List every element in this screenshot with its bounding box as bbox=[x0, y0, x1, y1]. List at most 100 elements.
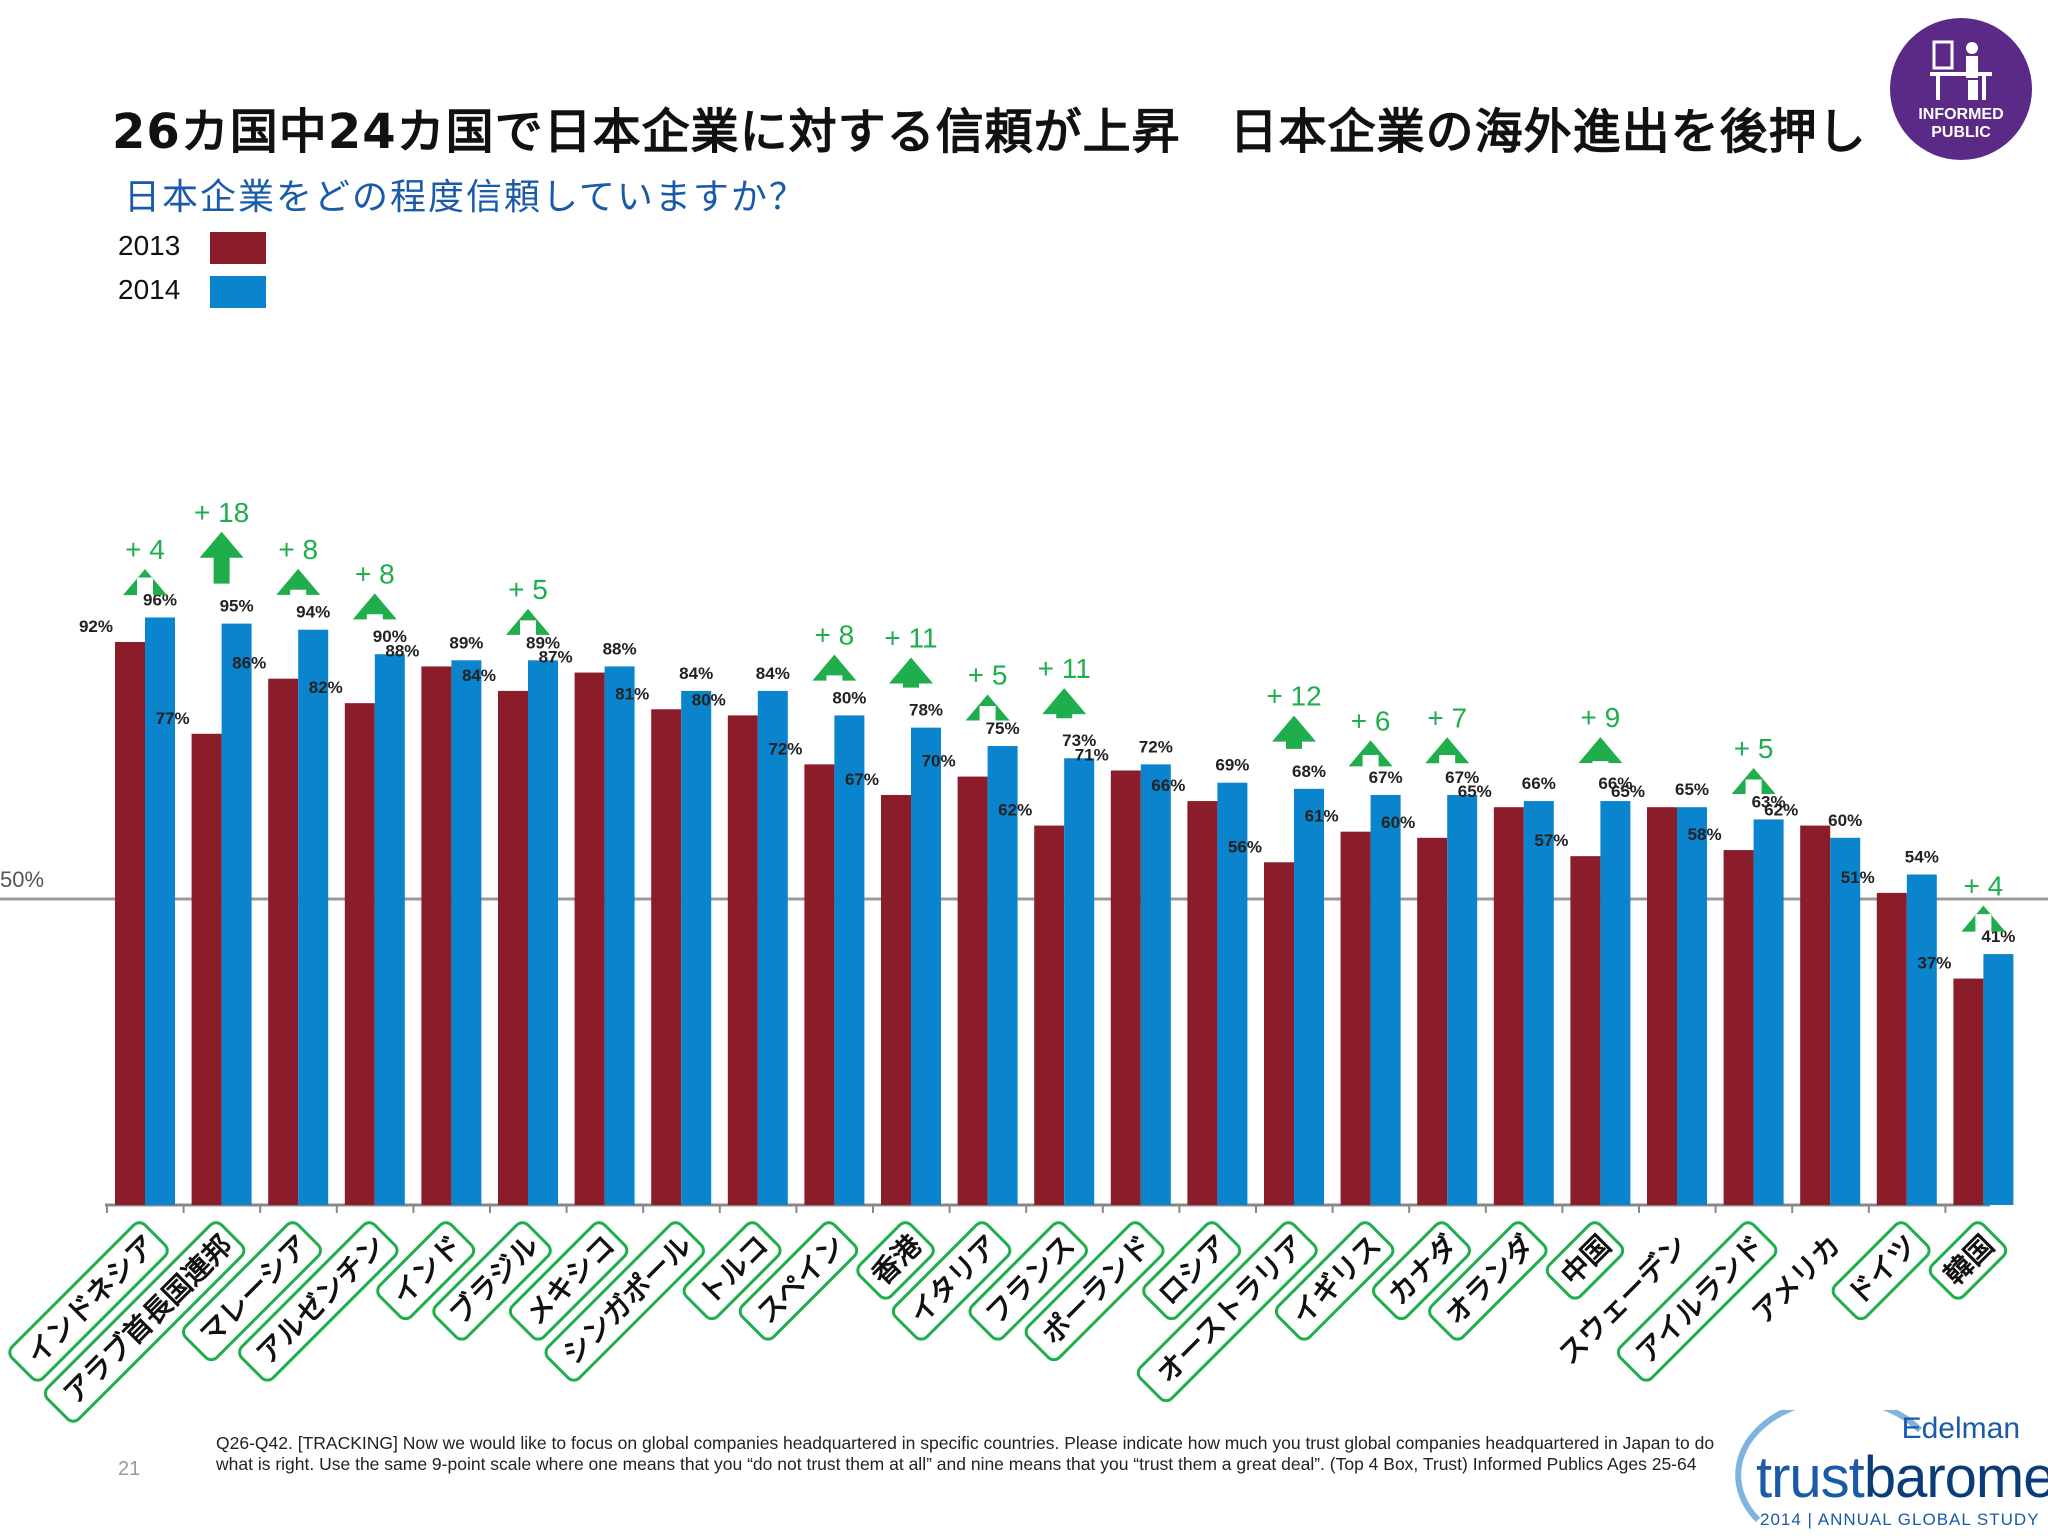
increase-label: + 5 bbox=[1734, 733, 1774, 764]
increase-arrow bbox=[1961, 905, 2006, 932]
data-label-2014: 78% bbox=[909, 701, 943, 720]
data-label-2014: 65% bbox=[1675, 780, 1709, 799]
person-at-desk-icon bbox=[1930, 40, 1992, 100]
increase-label: + 8 bbox=[815, 620, 855, 651]
category-label-frame bbox=[238, 1221, 399, 1382]
increase-label: + 9 bbox=[1581, 702, 1621, 733]
bar-2014 bbox=[221, 623, 252, 1205]
increase-arrow bbox=[506, 608, 550, 635]
bar-2014 bbox=[1906, 874, 1937, 1205]
bar-2013 bbox=[1187, 801, 1218, 1205]
category-label-group: 香港 bbox=[856, 1221, 935, 1300]
data-label-2013: 62% bbox=[1764, 801, 1798, 820]
informed-public-badge: INFORMED PUBLIC bbox=[1890, 18, 2032, 160]
category-label-frame bbox=[1428, 1221, 1548, 1341]
category-label-frame bbox=[8, 1221, 169, 1382]
category-label-frame bbox=[682, 1221, 782, 1321]
bar-2013 bbox=[1034, 825, 1065, 1205]
increase-label: + 11 bbox=[1038, 653, 1091, 684]
bar-2013 bbox=[651, 709, 682, 1205]
increase-label: + 4 bbox=[1964, 871, 2004, 902]
category-label-frame bbox=[1928, 1221, 2008, 1300]
data-label-2014: 41% bbox=[1981, 927, 2015, 946]
increase-arrow bbox=[965, 694, 1010, 721]
category-label-frame bbox=[544, 1221, 705, 1382]
data-label-2014: 90% bbox=[373, 627, 407, 646]
bar-2014 bbox=[757, 690, 788, 1205]
data-label-2013: 37% bbox=[1917, 954, 1951, 973]
data-label-2014: 66% bbox=[1598, 774, 1632, 793]
category-label-frame bbox=[508, 1221, 629, 1341]
data-label-2013: 61% bbox=[1305, 807, 1339, 826]
increase-arrow bbox=[1425, 737, 1470, 764]
bar-2013 bbox=[1417, 837, 1448, 1205]
bar-2013 bbox=[1110, 770, 1141, 1205]
data-label-2014: 89% bbox=[526, 633, 560, 652]
bar-2013 bbox=[957, 776, 988, 1205]
data-label-2013: 87% bbox=[539, 648, 573, 667]
bar-2014 bbox=[1830, 837, 1861, 1205]
bar-2013 bbox=[1723, 850, 1754, 1205]
increase-arrow bbox=[199, 531, 244, 584]
bar-2013 bbox=[268, 678, 299, 1205]
bar-2014 bbox=[681, 690, 712, 1205]
data-label-2013: 58% bbox=[1688, 825, 1722, 844]
bar-2014 bbox=[451, 660, 482, 1205]
category-label-group: ドイツ bbox=[1831, 1221, 1931, 1321]
data-label-2013: 80% bbox=[692, 690, 726, 709]
data-label-2014: 67% bbox=[1445, 768, 1479, 787]
page-subtitle: 日本企業をどの程度信頼していますか？ bbox=[124, 177, 807, 218]
increase-arrow bbox=[352, 593, 397, 620]
increase-arrow bbox=[1042, 688, 1087, 719]
data-label-2013: 70% bbox=[922, 752, 956, 771]
bar-2014 bbox=[1294, 788, 1324, 1205]
bar-2013 bbox=[191, 733, 222, 1205]
logo-product-light: trust bbox=[1756, 1445, 1865, 1510]
bar-2014 bbox=[987, 746, 1018, 1205]
category-label-frame bbox=[1372, 1221, 1471, 1321]
legend-label: 2014 bbox=[118, 274, 181, 305]
data-label-2013: 57% bbox=[1534, 831, 1568, 850]
footnote: Q26-Q42. [TRACKING] Now we would like to… bbox=[216, 1433, 1715, 1474]
increase-label: + 5 bbox=[508, 574, 548, 605]
bar-2013 bbox=[115, 641, 145, 1205]
data-label-2013: 82% bbox=[309, 678, 343, 697]
bar-2013 bbox=[498, 690, 528, 1205]
increase-label: + 8 bbox=[278, 534, 318, 565]
increase-label: + 7 bbox=[1427, 702, 1467, 733]
increase-label: + 6 bbox=[1351, 705, 1391, 736]
data-label-2014: 84% bbox=[679, 664, 713, 683]
category-label-frame bbox=[1616, 1221, 1778, 1382]
data-label-2013: 65% bbox=[1458, 782, 1492, 801]
increase-label: + 8 bbox=[355, 558, 395, 589]
category-label-group: 中国 bbox=[1545, 1221, 1625, 1300]
increase-arrow bbox=[812, 654, 857, 681]
data-label-2013: 71% bbox=[1075, 745, 1109, 764]
data-label-2014: 72% bbox=[1139, 737, 1173, 756]
increase-arrow bbox=[1348, 740, 1393, 767]
data-label-2013: 62% bbox=[998, 801, 1032, 820]
category-label-group: 韓国 bbox=[1928, 1221, 2008, 1300]
bar-2013 bbox=[1876, 892, 1907, 1205]
logo-product-bold: barometer bbox=[1863, 1445, 2048, 1510]
bar-2014 bbox=[1064, 758, 1095, 1205]
logo-arc-icon bbox=[1735, 1410, 1923, 1523]
bar-2013 bbox=[1264, 862, 1294, 1205]
bar-2014 bbox=[1677, 807, 1707, 1205]
category-label-frame bbox=[891, 1221, 1012, 1341]
bar-2014 bbox=[1217, 782, 1248, 1205]
data-label-2014: 69% bbox=[1215, 756, 1249, 775]
data-label-2013: 88% bbox=[385, 641, 419, 660]
bar-2013 bbox=[1800, 825, 1831, 1205]
data-label-2014: 68% bbox=[1292, 762, 1326, 781]
category-label-frame bbox=[1136, 1221, 1318, 1403]
data-label-2014: 54% bbox=[1905, 848, 1939, 867]
bar-2013 bbox=[421, 666, 452, 1205]
bar-2013 bbox=[1570, 856, 1601, 1205]
bar-2013 bbox=[804, 764, 835, 1205]
data-label-2013: 72% bbox=[768, 739, 802, 758]
data-label-2013: 66% bbox=[1151, 776, 1185, 795]
data-label-2013: 51% bbox=[1841, 868, 1875, 887]
bar-2014 bbox=[1983, 954, 2014, 1205]
